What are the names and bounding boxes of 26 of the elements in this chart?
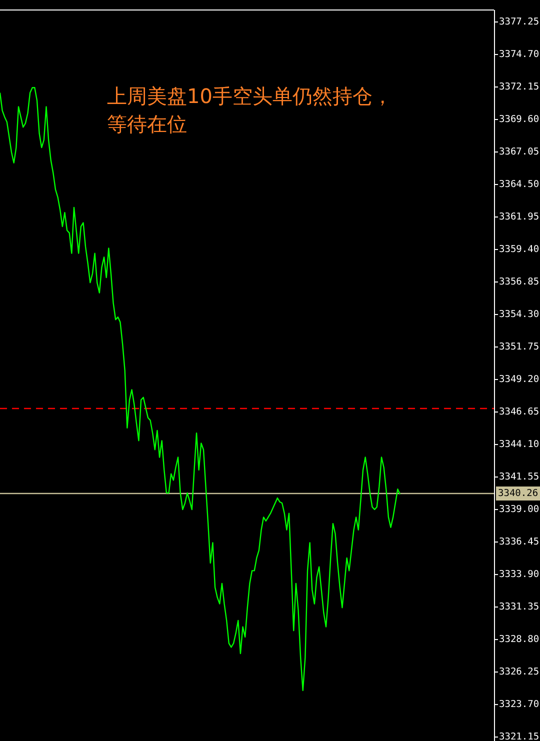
y-tick-label: 3354.30 [499,309,540,320]
y-tick-label: 3321.15 [499,732,540,741]
annotation: 上周美盘10手空头单仍然持仓，等待在位 [107,84,392,136]
y-tick-label: 3367.05 [499,146,540,158]
y-tick-label: 3351.75 [499,342,540,353]
y-tick-label: 3339.00 [499,504,540,516]
y-tick-label: 3328.80 [499,634,540,646]
y-tick-label: 3323.70 [499,699,540,710]
y-tick-label: 3372.15 [499,82,540,93]
y-tick-label: 3374.70 [499,49,540,60]
y-tick-label: 3349.20 [499,374,540,386]
y-tick-label: 3326.25 [499,666,540,678]
y-tick-label: 3344.10 [499,439,540,450]
y-tick-label: 3333.90 [499,569,540,580]
line-series [0,87,401,692]
y-tick-label: 3341.55 [499,472,540,483]
ref-line-label: 3340.26 [498,488,538,500]
y-tick-label: 3361.95 [499,212,540,223]
y-tick-label: 3364.50 [499,179,540,190]
y-tick-label: 3377.25 [499,16,540,28]
y-tick-label: 3369.60 [499,114,540,126]
y-tick-label: 3346.65 [499,406,540,418]
y-tick-label: 3359.40 [499,244,540,256]
y-tick-label: 3356.85 [499,276,540,288]
y-tick-label: 3331.35 [499,602,540,613]
y-tick-label: 3336.45 [499,536,540,548]
